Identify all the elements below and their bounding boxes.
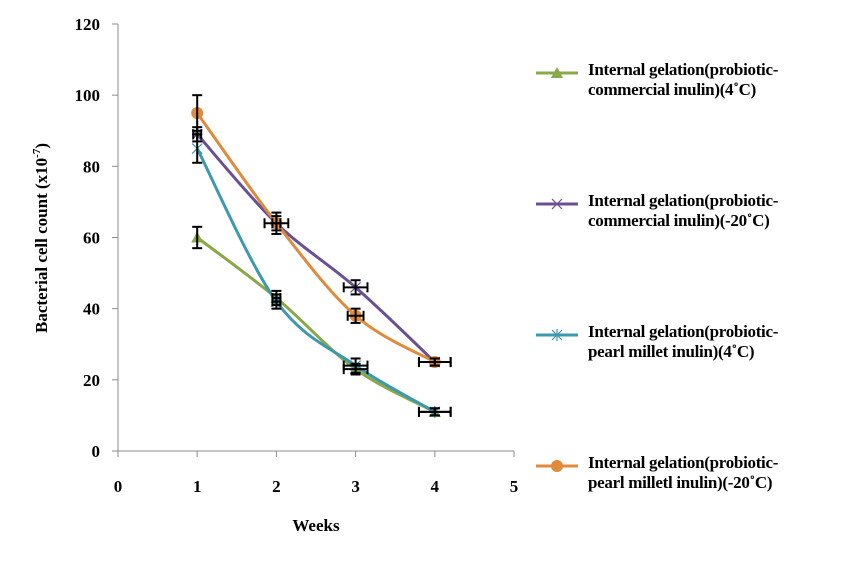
legend-label-line: commercial inulin)(4˚C) xyxy=(588,80,756,99)
y-axis-title-main: Bacterial cell count (x10 xyxy=(32,158,51,333)
legend-label: Internal gelation(probiotic-pearl millet… xyxy=(588,453,838,493)
x-tick-label: 2 xyxy=(272,477,281,496)
error-bar xyxy=(417,357,452,368)
legend-swatch-triangle-icon xyxy=(536,67,578,78)
x-tick-label: 1 xyxy=(193,477,202,496)
error-bar xyxy=(342,279,369,296)
series-line xyxy=(195,112,436,364)
legend-swatch-circle-icon xyxy=(536,460,578,472)
series-layer xyxy=(191,94,452,418)
error-bar xyxy=(192,225,203,250)
y-tick-label: 80 xyxy=(83,157,100,176)
legend-label-line: Internal gelation(probiotic- xyxy=(588,322,779,341)
legend-label: Internal gelation(probiotic-pearl millet… xyxy=(588,322,838,362)
legend-item: Internal gelation(probiotic-commercial i… xyxy=(534,60,834,110)
legend-label-line: pearl milletl inulin)(-20˚C) xyxy=(588,473,773,492)
legend-item: Internal gelation(probiotic-pearl millet… xyxy=(534,322,834,372)
error-bar xyxy=(417,406,452,417)
series-1 xyxy=(191,231,441,417)
axes xyxy=(117,24,514,452)
legend-label-line: commercial inulin)(-20˚C) xyxy=(588,211,770,230)
error-bar xyxy=(192,94,203,132)
error-bars xyxy=(192,94,452,417)
error-bar xyxy=(271,211,282,235)
legend-marker xyxy=(551,460,563,472)
series-line xyxy=(196,236,436,414)
series-3 xyxy=(191,142,441,418)
legend-label-line: pearl millet inulin)(4˚C) xyxy=(588,342,755,361)
legend-item: Internal gelation(probiotic-commercial i… xyxy=(534,191,834,241)
y-axis-title-suffix: ) xyxy=(32,143,51,149)
legend-marker xyxy=(551,67,563,78)
y-tick-label: 120 xyxy=(75,15,101,34)
y-tick-label: 20 xyxy=(83,371,100,390)
y-axis-ticks: 0 20 40 60 80 100 120 xyxy=(75,15,118,461)
y-tick-label: 0 xyxy=(92,442,101,461)
y-axis-title: Bacterial cell count (x10-7) xyxy=(31,143,51,333)
y-tick-label: 100 xyxy=(75,86,101,105)
legend-marker xyxy=(551,198,563,210)
y-tick-label: 40 xyxy=(83,300,100,319)
series-line xyxy=(196,133,436,364)
x-tick-label: 0 xyxy=(114,477,123,496)
x-axis-ticks: 0 1 2 3 4 5 xyxy=(114,451,519,496)
legend-label: Internal gelation(probiotic-commercial i… xyxy=(588,191,838,231)
legend-label-line: Internal gelation(probiotic- xyxy=(588,191,779,210)
legend-swatch-star-icon xyxy=(536,329,578,341)
error-bar xyxy=(192,133,203,164)
legend-marker xyxy=(551,329,563,341)
error-bar xyxy=(271,293,282,310)
error-bar xyxy=(346,307,365,324)
y-tick-label: 60 xyxy=(83,229,100,248)
x-tick-label: 5 xyxy=(510,477,519,496)
x-tick-label: 4 xyxy=(431,477,440,496)
y-axis-title-sup: -7 xyxy=(31,148,43,158)
x-axis-title: Weeks xyxy=(292,516,340,535)
legend-label-line: Internal gelation(probiotic- xyxy=(588,60,779,79)
series-line xyxy=(195,147,436,414)
x-tick-label: 3 xyxy=(351,477,360,496)
legend-swatch-x-icon xyxy=(536,198,578,210)
legend-label: Internal gelation(probiotic-commercial i… xyxy=(588,60,838,100)
series-4 xyxy=(191,106,441,369)
legend-label-line: Internal gelation(probiotic- xyxy=(588,453,779,472)
series-2 xyxy=(191,128,441,368)
error-bar xyxy=(342,357,369,374)
legend-item: Internal gelation(probiotic-pearl millet… xyxy=(534,453,834,503)
